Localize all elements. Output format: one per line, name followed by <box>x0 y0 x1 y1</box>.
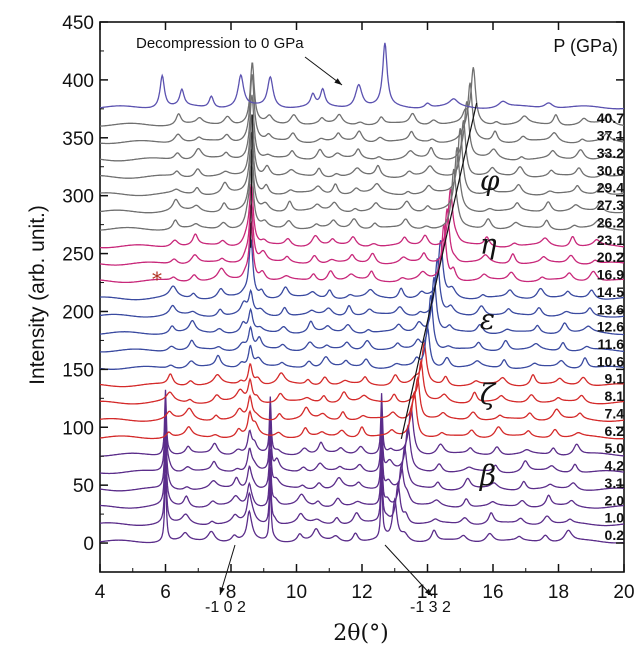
y-tick-label: 100 <box>62 418 94 439</box>
pressure-label: 5.0 <box>605 440 625 456</box>
series-line <box>99 147 625 214</box>
pressure-header: P (GPa) <box>553 36 618 56</box>
series-line <box>99 375 625 422</box>
series-line <box>100 400 625 475</box>
pressure-label: 7.4 <box>605 405 625 421</box>
series-line <box>100 42 625 110</box>
series-line <box>100 389 625 457</box>
pressure-label: 16.9 <box>597 267 624 283</box>
pressure-label: 12.6 <box>597 319 624 335</box>
phase-label: β <box>479 459 496 492</box>
y-tick-label: 450 <box>62 13 94 34</box>
series-line <box>100 183 625 249</box>
asterisk-marker: * <box>152 267 162 291</box>
series-line <box>100 94 624 162</box>
series-line <box>99 453 625 527</box>
annotation-arrow <box>304 56 343 86</box>
pressure-label: 1.0 <box>605 510 625 526</box>
series-line <box>99 128 625 197</box>
miller-index-left: -1 0 2 <box>205 599 246 616</box>
y-tick-label: 300 <box>62 187 94 208</box>
phase-label: η <box>480 228 497 261</box>
series-line <box>100 165 624 231</box>
annotation-arrow <box>219 544 236 596</box>
pressure-label: 40.7 <box>597 110 624 126</box>
pressure-label: 30.6 <box>597 162 624 178</box>
series-layer <box>99 42 625 544</box>
pressure-label: 29.4 <box>597 180 624 196</box>
x-tick-label: 6 <box>160 582 171 603</box>
annotation-arrowhead <box>334 78 342 85</box>
y-tick-label: 200 <box>62 302 94 323</box>
pressure-label: 20.2 <box>597 249 624 265</box>
x-tick-label: 20 <box>613 582 634 603</box>
pressure-label: 27.3 <box>597 197 624 213</box>
annotation-arrowhead <box>424 588 432 596</box>
x-tick-label: 8 <box>226 582 237 603</box>
x-tick-label: 12 <box>351 582 372 603</box>
x-tick-label: 16 <box>482 582 503 603</box>
x-tick-label: 10 <box>286 582 307 603</box>
series-line <box>99 203 625 266</box>
y-tick-label: 50 <box>73 476 94 497</box>
y-axis-label: Intensity (arb. unit.) <box>26 205 49 385</box>
pressure-label: 23.1 <box>597 232 624 248</box>
x-tick-label: 18 <box>548 582 569 603</box>
pressure-label: 8.1 <box>605 388 625 404</box>
pressure-label: 13.6 <box>597 301 624 317</box>
pressure-label: 11.6 <box>598 336 625 352</box>
pressure-label: 26.2 <box>597 214 624 230</box>
series-line <box>100 74 625 145</box>
series-line <box>100 434 624 509</box>
x-tick-label: 4 <box>95 582 106 603</box>
peak-trend-lines <box>219 56 478 597</box>
pressure-label: 0.2 <box>605 527 625 543</box>
series-line <box>100 258 625 318</box>
series-line <box>99 390 624 440</box>
series-line <box>100 237 625 301</box>
pressure-label: 6.2 <box>605 423 625 439</box>
series-line <box>99 276 624 336</box>
axis-ticks: 4 6 8 10 12 14 16 18 200501001502002503003504004… <box>62 13 634 603</box>
x-tick-label: 14 <box>417 582 439 603</box>
y-tick-label: 250 <box>62 245 94 266</box>
y-tick-label: 0 <box>83 534 94 555</box>
pressure-label: 33.2 <box>597 145 624 161</box>
pressure-label: 9.1 <box>605 371 625 387</box>
y-tick-label: 350 <box>62 129 94 150</box>
phase-label: φ <box>480 164 500 197</box>
series-line <box>100 418 624 492</box>
peak-trend <box>250 114 253 248</box>
x-axis-label: 2θ(°) <box>333 621 388 646</box>
pressure-label: 37.1 <box>597 128 624 144</box>
phase-label: ζ <box>480 378 497 411</box>
decompression-annotation: Decompression to 0 GPa <box>136 35 304 52</box>
series-line <box>99 221 624 284</box>
y-tick-label: 400 <box>62 71 94 92</box>
series-line <box>100 295 624 353</box>
pressure-label: 14.5 <box>597 284 624 300</box>
annotation-arrow <box>384 544 433 597</box>
peak-trend <box>400 102 478 439</box>
series-line <box>99 340 625 388</box>
annotation-arrowhead <box>219 587 225 595</box>
pressure-labels: 0.21.0 2.03.14.2 5.06.2 7.48.19.1 10.611.612… <box>479 110 624 543</box>
pressure-label: 2.0 <box>605 492 625 508</box>
y-tick-label: 150 <box>62 360 94 381</box>
series-line <box>100 114 624 179</box>
series-line <box>100 359 625 405</box>
series-line <box>100 62 625 127</box>
pressure-label: 3.1 <box>605 475 625 491</box>
miller-index-right: -1 3 2 <box>410 599 451 616</box>
series-line <box>99 474 624 544</box>
pressure-label: 4.2 <box>605 458 625 474</box>
pressure-label: 10.6 <box>597 353 624 369</box>
series-line <box>100 325 625 370</box>
phase-label: ε <box>480 303 495 336</box>
